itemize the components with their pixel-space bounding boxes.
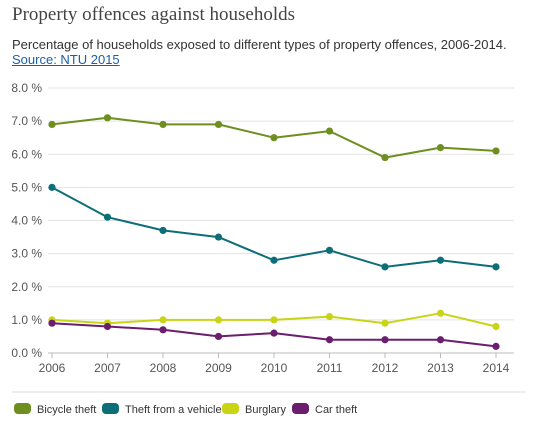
source-link[interactable]: Source: NTU 2015 — [12, 52, 120, 67]
x-tick-label: 2012 — [372, 361, 399, 375]
y-tick-label: 3.0 % — [11, 247, 42, 261]
y-tick-label: 2.0 % — [11, 280, 42, 294]
x-tick-label: 2011 — [317, 361, 343, 375]
data-point — [436, 309, 445, 317]
data-point — [270, 329, 278, 337]
series-line-1 — [51, 186, 497, 268]
data-point — [270, 256, 278, 264]
x-tick-label: 2013 — [427, 361, 454, 375]
x-tick-label: 2006 — [39, 361, 66, 375]
data-point — [492, 263, 500, 271]
legend-label[interactable]: Bicycle theft — [37, 404, 96, 416]
data-point — [270, 316, 278, 324]
y-tick-label: 7.0 % — [11, 114, 42, 128]
data-point — [325, 246, 334, 254]
x-tick-label: 2007 — [94, 361, 121, 375]
y-tick-label: 1.0 % — [11, 313, 42, 327]
data-point — [270, 134, 278, 142]
y-tick-label: 6.0 % — [11, 147, 42, 161]
data-point — [436, 256, 445, 264]
data-point — [436, 144, 445, 152]
x-tick-label: 2008 — [150, 361, 177, 375]
legend-label[interactable]: Theft from a vehicle — [125, 404, 222, 416]
data-point — [381, 336, 389, 344]
x-tick-label: 2010 — [261, 361, 288, 375]
chart-subtitle: Percentage of households exposed to diff… — [12, 37, 507, 52]
data-point — [103, 213, 112, 221]
data-point — [325, 336, 334, 344]
data-point — [48, 183, 56, 191]
data-point — [48, 319, 56, 327]
legend-label[interactable]: Car theft — [315, 404, 357, 416]
data-point — [159, 316, 167, 324]
data-point — [103, 114, 112, 122]
data-point — [214, 332, 223, 341]
data-point — [103, 322, 112, 331]
legend-swatch[interactable] — [102, 403, 119, 414]
x-tick-label: 2014 — [483, 361, 510, 375]
data-point — [381, 153, 389, 162]
x-tick-label: 2009 — [205, 361, 232, 375]
data-point — [159, 326, 167, 334]
y-tick-label: 0.0 % — [11, 346, 42, 360]
data-point — [381, 263, 389, 271]
legend-label[interactable]: Burglary — [245, 404, 286, 416]
data-point — [159, 120, 167, 129]
chart-title: Property offences against households — [12, 4, 296, 25]
data-point — [325, 312, 334, 321]
y-tick-label: 5.0 % — [11, 180, 42, 194]
data-point — [492, 342, 500, 350]
data-point — [325, 127, 334, 135]
legend-swatch[interactable] — [292, 403, 309, 414]
data-point — [159, 226, 167, 235]
data-point — [492, 322, 500, 331]
data-point — [214, 316, 223, 324]
data-point — [48, 120, 56, 129]
legend-swatch[interactable] — [222, 403, 239, 414]
data-point — [492, 147, 500, 155]
data-point — [214, 120, 223, 129]
legend-swatch[interactable] — [14, 403, 31, 414]
data-point — [381, 319, 389, 327]
data-point — [436, 336, 445, 344]
y-tick-label: 4.0 % — [11, 214, 42, 228]
data-point — [214, 233, 223, 241]
y-tick-label: 8.0 % — [11, 81, 42, 95]
